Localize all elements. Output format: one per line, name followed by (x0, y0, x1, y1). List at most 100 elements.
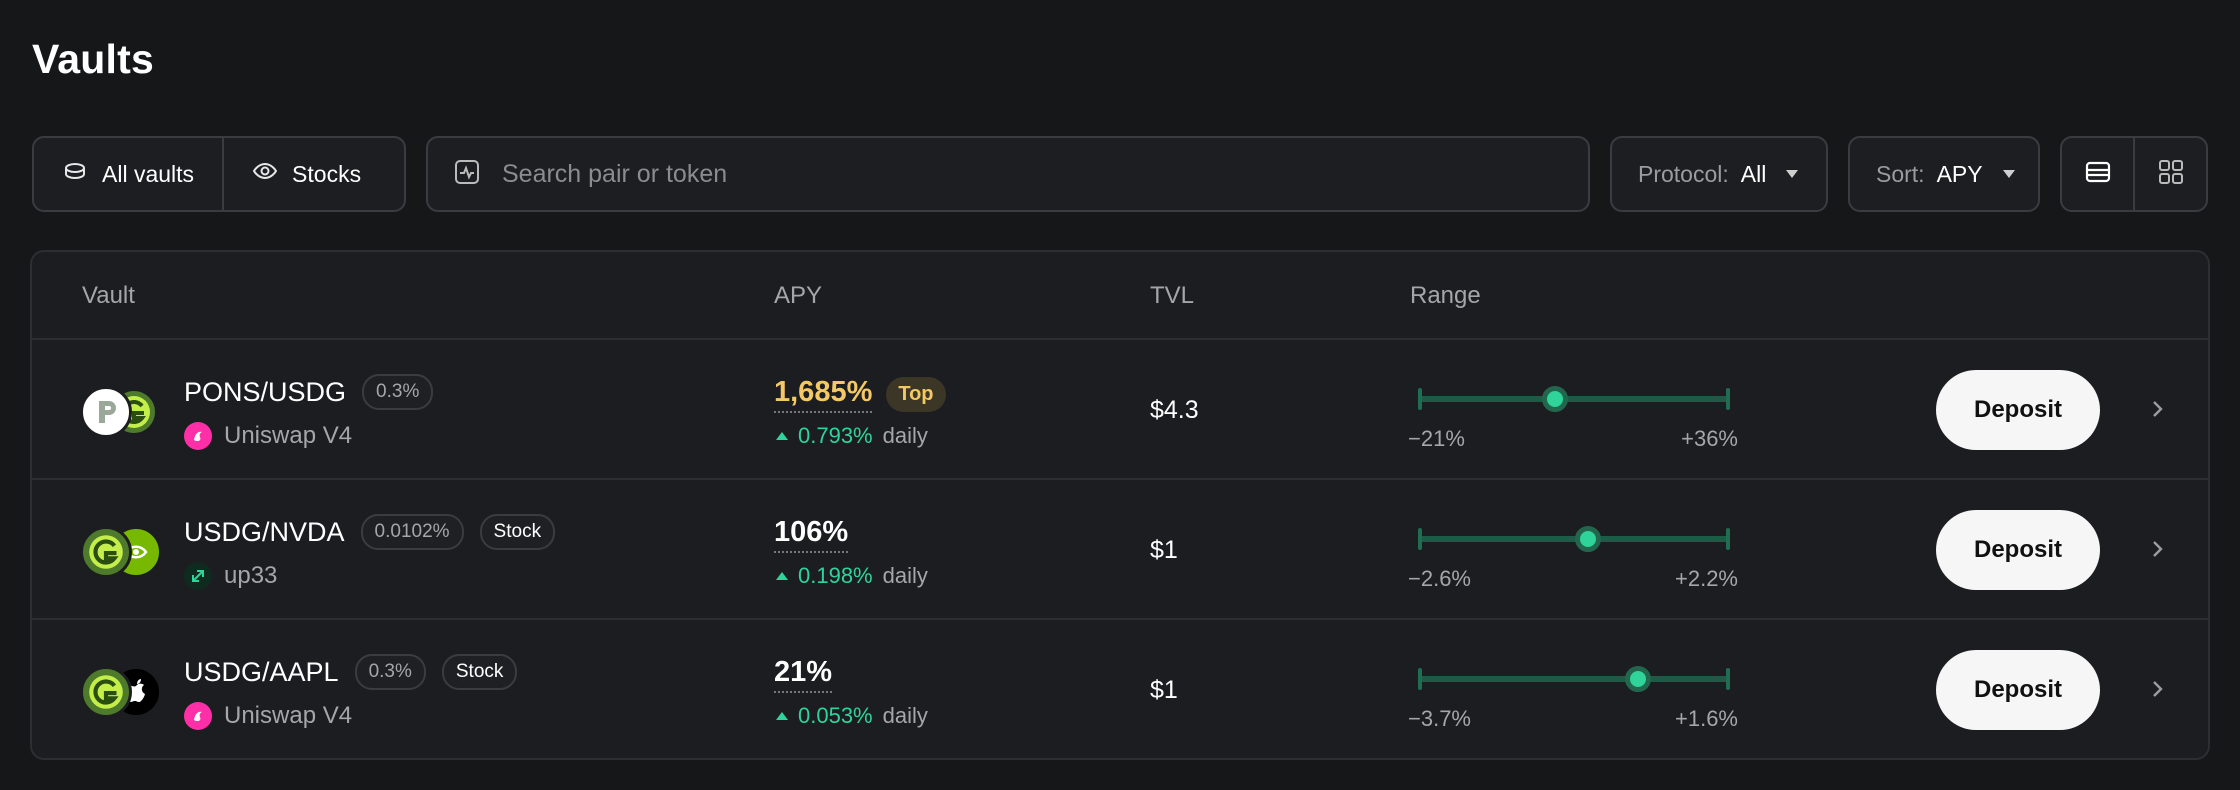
token-pair-avatars (80, 386, 164, 438)
arrow-up-icon (776, 572, 788, 580)
protocol-name: up33 (224, 562, 278, 589)
range-min-tick (1418, 668, 1422, 690)
protocol-name: Uniswap V4 (224, 702, 353, 729)
range-price-marker (1542, 386, 1569, 412)
vaults-table: Vault APY TVL Range PONS/USDG 0.3% Unisw… (30, 250, 2210, 760)
table-row[interactable]: USDG/AAPL 0.3% Stock Uniswap V4 21% 0.05… (32, 620, 2208, 758)
deposit-button[interactable]: Deposit (1936, 370, 2100, 450)
grid-view-button[interactable] (2133, 138, 2206, 210)
header-tvl: TVL (1150, 282, 1195, 309)
apy-cell: 21% (774, 656, 833, 693)
apy-value[interactable]: 106% (774, 516, 849, 553)
header-apy: APY (774, 282, 823, 309)
daily-percent: 0.053% (798, 703, 873, 728)
daily-change: 0.053% daily (776, 703, 928, 729)
all-vaults-button[interactable]: All vaults (34, 138, 222, 210)
list-view-icon (2084, 158, 2112, 191)
activity-icon (454, 159, 480, 190)
uniswap-icon (184, 702, 212, 730)
stocks-button[interactable]: Stocks (222, 138, 389, 210)
chevron-right-icon[interactable] (2144, 536, 2170, 562)
stock-badge: Stock (479, 514, 556, 550)
token-pair-avatars (80, 666, 164, 718)
search-box (426, 136, 1590, 212)
protocol-info: Uniswap V4 (184, 702, 352, 730)
usdg-token-icon (80, 526, 132, 578)
table-row[interactable]: USDG/NVDA 0.0102% Stock up33 106% 0.198%… (32, 480, 2208, 620)
coins-icon (62, 158, 88, 190)
apy-cell: 1,685% Top (774, 376, 946, 413)
range-price-marker (1575, 526, 1602, 552)
range-high: +2.2% (1675, 566, 1738, 591)
deposit-button[interactable]: Deposit (1936, 510, 2100, 590)
header-range: Range (1410, 282, 1481, 309)
eye-icon (252, 158, 278, 190)
view-toggle (2060, 136, 2208, 212)
range-min-tick (1418, 528, 1422, 550)
daily-label: daily (882, 703, 928, 728)
apy-cell: 106% (774, 516, 849, 553)
arrow-up-icon (776, 432, 788, 440)
pair-name: USDG/NVDA (184, 516, 345, 547)
protocol-name: Uniswap V4 (224, 422, 353, 449)
stock-badge: Stock (441, 654, 518, 690)
tvl-value: $1 (1150, 676, 1178, 704)
fee-badge: 0.3% (354, 654, 426, 690)
range-min-tick (1418, 388, 1422, 410)
table-header: Vault APY TVL Range (32, 252, 2208, 340)
token-pair-avatars (80, 526, 164, 578)
range-indicator: −21% +36% (1408, 378, 1738, 451)
range-track (1418, 676, 1730, 682)
pair-name: USDG/AAPL (184, 656, 339, 687)
grid-view-icon (2157, 158, 2185, 191)
list-view-button[interactable] (2062, 138, 2133, 210)
fee-badge: 0.0102% (360, 514, 464, 550)
vault-pair: USDG/NVDA 0.0102% Stock (184, 514, 556, 550)
daily-percent: 0.198% (798, 563, 873, 588)
vault-filter-segment: All vaults Stocks (32, 136, 406, 212)
caret-down-icon (1786, 170, 1799, 178)
range-low: −2.6% (1408, 566, 1471, 591)
tvl-value: $1 (1150, 536, 1178, 564)
arrow-up-icon (776, 712, 788, 720)
chevron-right-icon[interactable] (2144, 676, 2170, 702)
fee-badge: 0.3% (362, 374, 434, 410)
protocol-value: All (1740, 160, 1767, 187)
range-track (1418, 536, 1730, 542)
range-max-tick (1726, 668, 1730, 690)
daily-label: daily (882, 563, 928, 588)
range-max-tick (1726, 388, 1730, 410)
header-vault: Vault (82, 282, 135, 309)
apy-value[interactable]: 1,685% (774, 376, 873, 413)
chevron-right-icon[interactable] (2144, 396, 2170, 422)
top-badge: Top (886, 377, 946, 412)
tvl-value: $4.3 (1150, 396, 1199, 424)
caret-down-icon (2002, 170, 2015, 178)
daily-change: 0.198% daily (776, 563, 928, 589)
range-indicator: −3.7% +1.6% (1408, 658, 1738, 731)
sort-dropdown[interactable]: Sort: APY (1848, 136, 2040, 212)
sort-label: Sort: (1876, 160, 1925, 187)
table-row[interactable]: PONS/USDG 0.3% Uniswap V4 1,685% Top 0.7… (32, 340, 2208, 480)
vault-pair: USDG/AAPL 0.3% Stock (184, 654, 518, 690)
search-input[interactable] (502, 159, 1502, 189)
apy-value[interactable]: 21% (774, 656, 833, 693)
range-max-tick (1726, 528, 1730, 550)
vault-pair: PONS/USDG 0.3% (184, 374, 434, 410)
all-vaults-label: All vaults (102, 160, 195, 187)
range-low: −3.7% (1408, 706, 1471, 731)
range-price-marker (1624, 666, 1651, 692)
range-high: +36% (1681, 426, 1738, 451)
sort-value: APY (1936, 160, 1983, 187)
daily-change: 0.793% daily (776, 423, 928, 449)
pair-name: PONS/USDG (184, 376, 347, 407)
protocol-dropdown[interactable]: Protocol: All (1610, 136, 1828, 212)
up33-icon (184, 562, 212, 590)
uniswap-icon (184, 422, 212, 450)
deposit-button[interactable]: Deposit (1936, 650, 2100, 730)
range-indicator: −2.6% +2.2% (1408, 518, 1738, 591)
protocol-label: Protocol: (1638, 160, 1729, 187)
range-low: −21% (1408, 426, 1465, 451)
usdg-token-icon (80, 666, 132, 718)
protocol-info: Uniswap V4 (184, 422, 352, 450)
